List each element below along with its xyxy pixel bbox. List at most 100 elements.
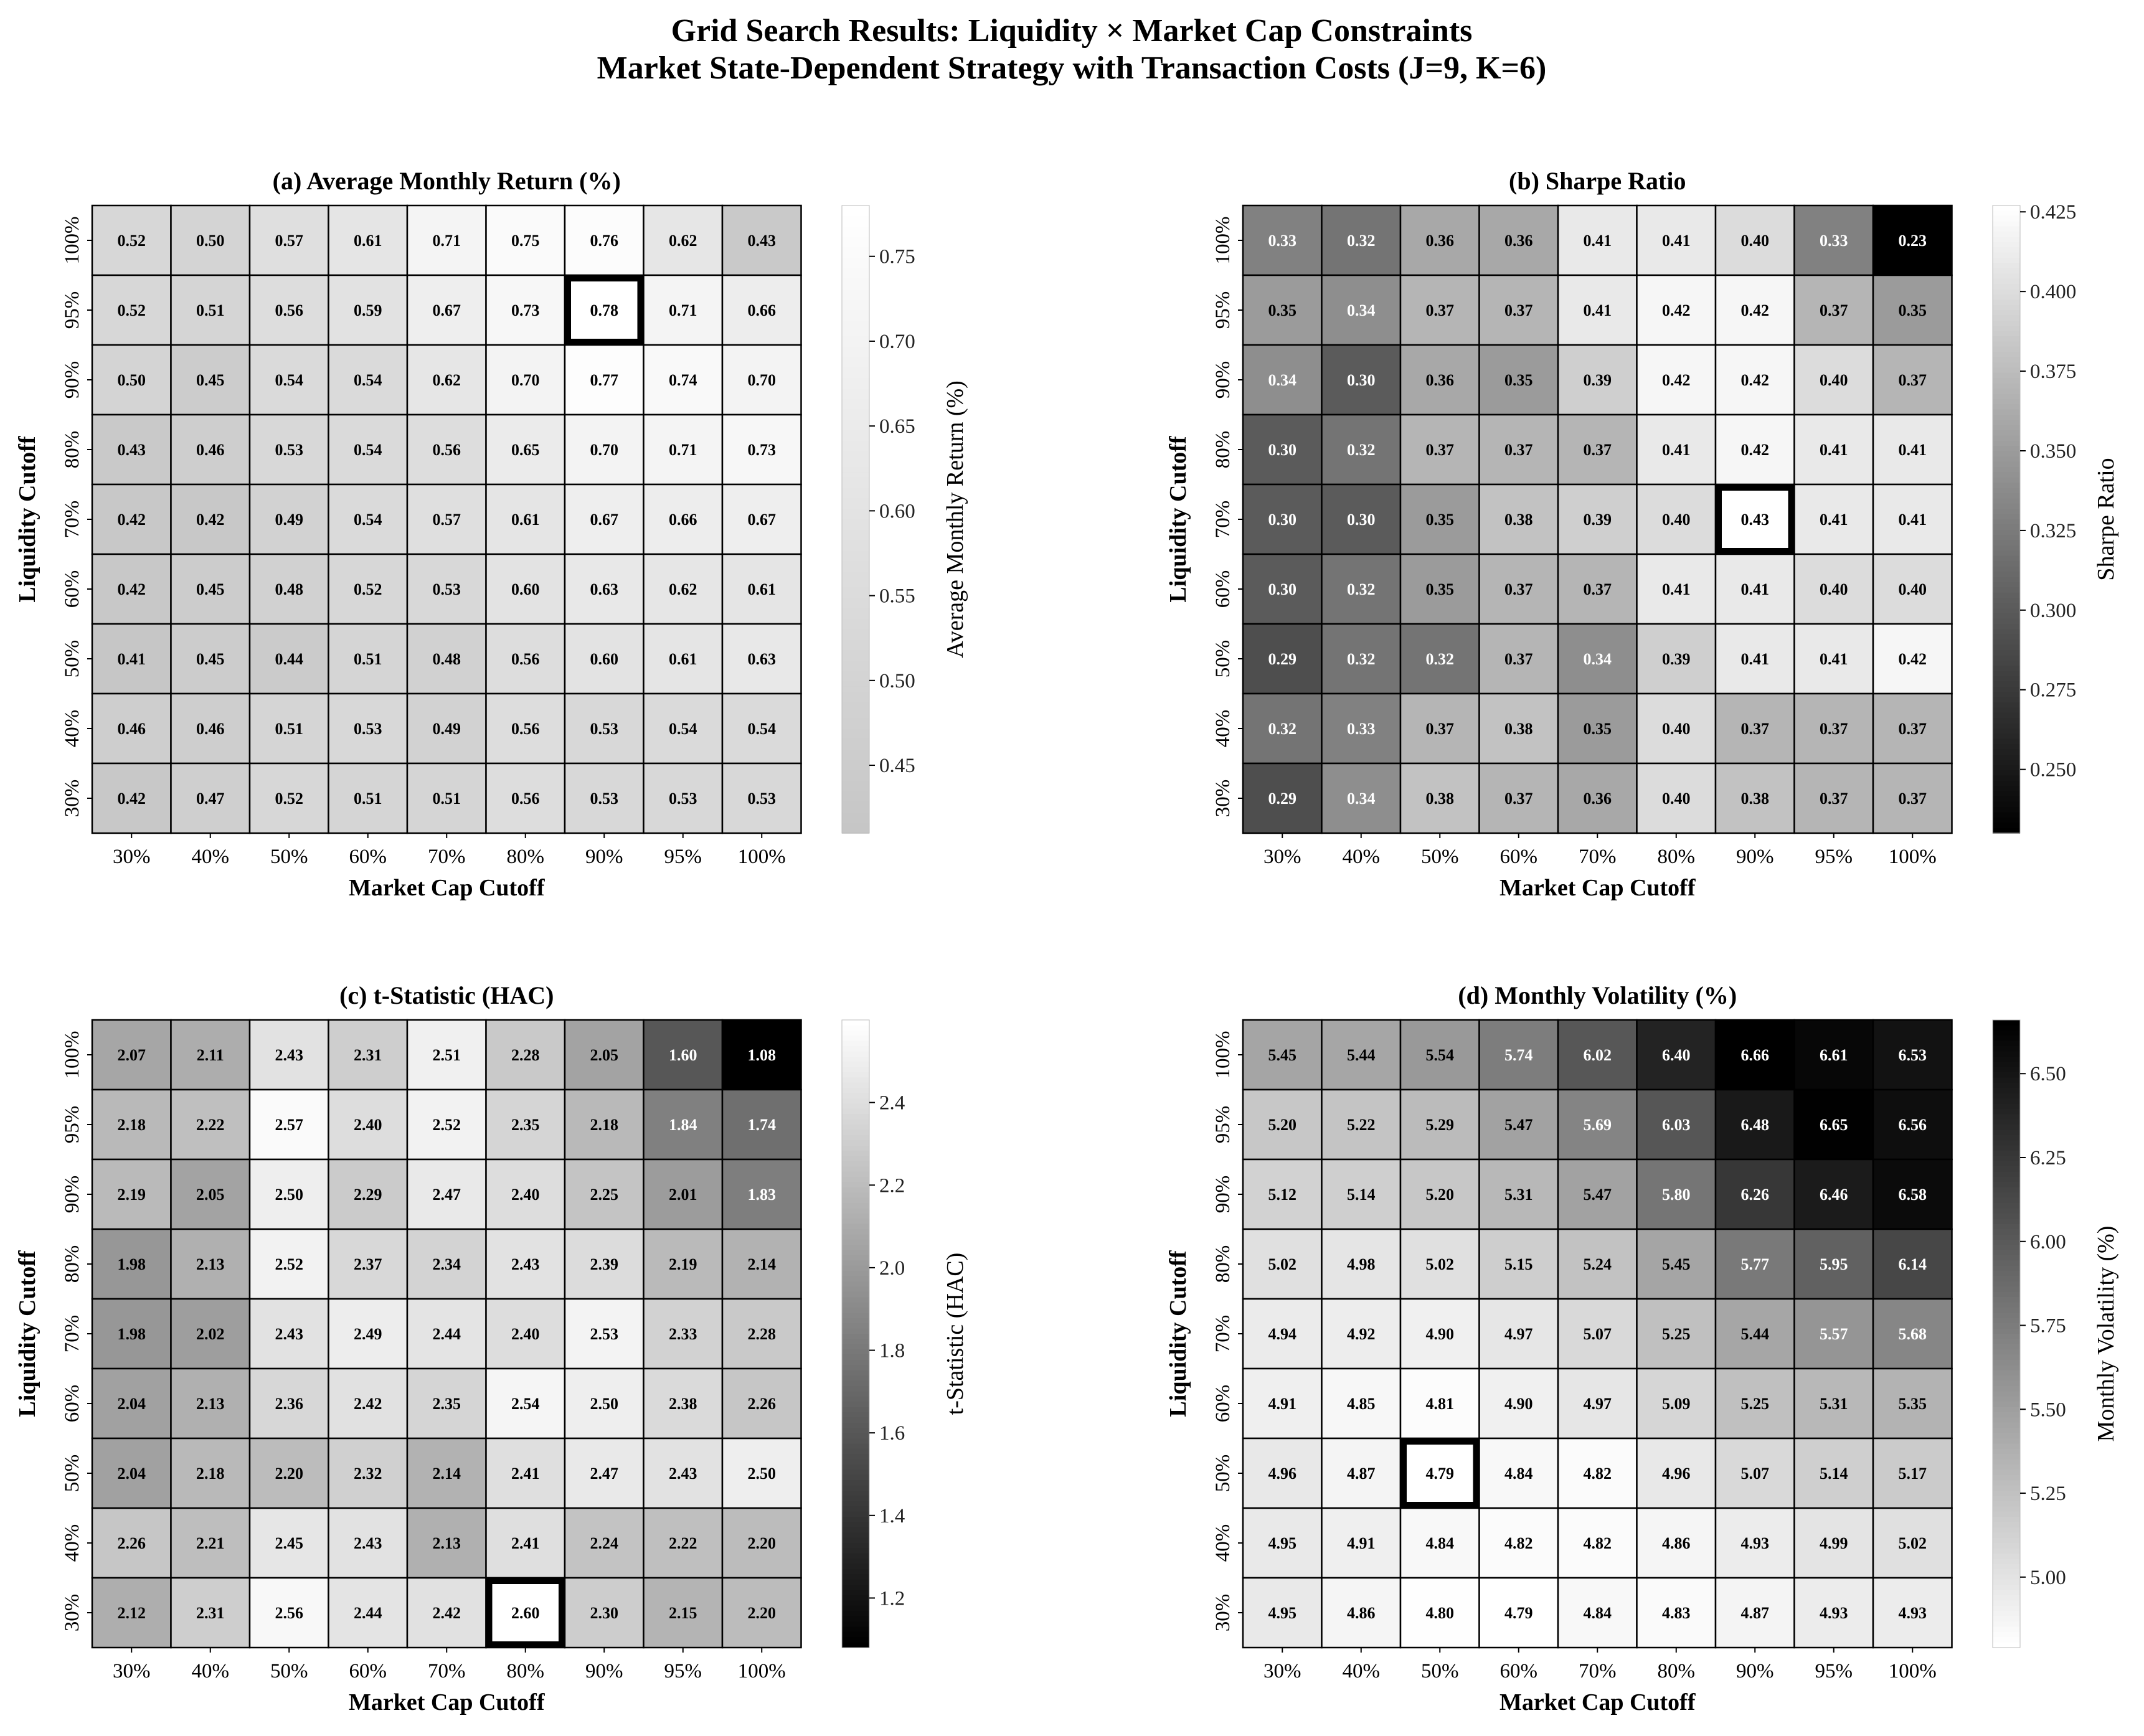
colorbar-segment <box>842 655 869 661</box>
y-tick-label: 50% <box>61 640 83 678</box>
colorbar-segment <box>1993 1082 2020 1088</box>
colorbar-segment <box>1993 1595 2020 1602</box>
cell-value-label: 0.40 <box>1820 580 1848 598</box>
colorbar-segment <box>1993 760 2020 766</box>
cell-value-label: 0.34 <box>1268 371 1297 389</box>
colorbar-segment <box>1993 712 2020 719</box>
heatmap-cell <box>1242 762 1323 834</box>
y-tick-label: 100% <box>61 217 83 265</box>
heatmap-cell <box>485 1158 566 1230</box>
heatmap-cell <box>1793 1437 1874 1509</box>
colorbar-segment <box>1993 1334 2020 1340</box>
cell-value-label: 0.67 <box>748 511 777 529</box>
cell-value-label: 2.04 <box>118 1465 146 1483</box>
cell-value-label: 0.30 <box>1347 511 1376 529</box>
cell-value-label: 2.45 <box>275 1534 304 1552</box>
cell-value-label: 5.20 <box>1426 1186 1455 1204</box>
cell-value-label: 5.31 <box>1504 1186 1533 1204</box>
colorbar-tick-label: 0.50 <box>879 670 915 692</box>
heatmap-cell <box>406 1088 487 1161</box>
cell-value-label: 4.79 <box>1504 1604 1533 1622</box>
colorbar-segment <box>1993 1537 2020 1544</box>
colorbar-segment <box>1993 472 2020 478</box>
x-tick-label: 80% <box>1658 1660 1696 1682</box>
colorbar-label: Average Monthly Return (%) <box>942 380 968 658</box>
colorbar-segment <box>842 671 869 677</box>
colorbar-segment <box>1993 618 2020 625</box>
colorbar-segment <box>1993 1422 2020 1428</box>
colorbar-segment <box>1993 221 2020 227</box>
colorbar-segment <box>842 1276 869 1282</box>
x-tick-label: 95% <box>664 846 702 868</box>
heatmap-cell <box>1793 623 1874 695</box>
colorbar-frame <box>841 1019 870 1648</box>
heatmap-cell <box>248 553 329 625</box>
colorbar-segment <box>1993 1443 2020 1450</box>
colorbar-segment <box>842 823 869 829</box>
cell-value-label: 0.71 <box>669 301 697 319</box>
colorbar-segment <box>1993 1171 2020 1177</box>
colorbar-segment <box>842 1433 869 1439</box>
heatmap-cell <box>564 1088 645 1161</box>
cell-value-label: 5.31 <box>1820 1395 1848 1413</box>
y-tick-label: 60% <box>1212 570 1234 608</box>
colorbar-segment <box>842 796 869 803</box>
cell-value-label: 2.41 <box>511 1534 540 1552</box>
colorbar-segment <box>1993 1328 2020 1334</box>
colorbar-segment <box>1993 420 2020 426</box>
heatmap-cell <box>1714 274 1795 346</box>
colorbar-segment <box>842 1391 869 1397</box>
heatmap-cell <box>1399 1298 1480 1370</box>
colorbar-segment <box>842 1506 869 1512</box>
colorbar-segment <box>842 1313 869 1319</box>
heatmap-cell <box>1636 1507 1717 1579</box>
cell-value-label: 2.43 <box>275 1325 304 1343</box>
cell-value-label: 2.28 <box>748 1325 777 1343</box>
cell-value-label: 0.77 <box>590 371 619 389</box>
colorbar-segment <box>842 765 869 771</box>
cell-value-label: 0.37 <box>1899 720 1927 738</box>
cell-value-label: 0.73 <box>511 301 540 319</box>
colorbar-segment <box>1993 1402 2020 1408</box>
colorbar-segment <box>1993 577 2020 583</box>
heatmap-cell <box>91 1437 172 1509</box>
colorbar-segment <box>842 660 869 666</box>
colorbar-tick-label: 5.75 <box>2030 1315 2066 1337</box>
colorbar-segment <box>842 1197 869 1204</box>
cell-value-label: 0.39 <box>1584 511 1612 529</box>
x-tick-label: 95% <box>1815 846 1853 868</box>
colorbar-segment <box>1993 817 2020 823</box>
cell-value-label: 0.50 <box>196 232 225 250</box>
cell-value-label: 4.98 <box>1347 1255 1376 1273</box>
colorbar-segment <box>1993 488 2020 494</box>
colorbar-segment <box>1993 1642 2020 1648</box>
colorbar-segment <box>1993 237 2020 243</box>
colorbar-segment <box>1993 477 2020 483</box>
colorbar-segment <box>1993 1161 2020 1167</box>
cell-value-label: 0.29 <box>1268 790 1297 808</box>
colorbar-segment <box>1993 697 2020 703</box>
colorbar-tick-label: 2.2 <box>879 1174 905 1197</box>
x-tick-label: 95% <box>1815 1660 1853 1682</box>
colorbar-segment <box>1993 409 2020 415</box>
cell-value-label: 2.42 <box>354 1395 382 1413</box>
cell-value-label: 1.98 <box>118 1255 146 1273</box>
cell-value-label: 4.86 <box>1347 1604 1376 1622</box>
cell-value-label: 0.42 <box>1741 301 1770 319</box>
colorbar-label: Monthly Volatility (%) <box>2093 1226 2119 1442</box>
cell-value-label: 0.54 <box>354 441 382 459</box>
heatmap-cell <box>1321 274 1402 346</box>
colorbar-segment <box>842 1443 869 1450</box>
cell-value-label: 0.41 <box>1662 232 1691 250</box>
cell-value-label: 6.26 <box>1741 1186 1770 1204</box>
colorbar-segment <box>842 535 869 541</box>
colorbar-segment <box>842 1177 869 1183</box>
colorbar-segment <box>842 300 869 306</box>
heatmap-cell <box>91 692 172 765</box>
cell-value-label: 5.45 <box>1662 1255 1691 1273</box>
heatmap-cell <box>170 623 251 695</box>
colorbar-segment <box>1993 535 2020 541</box>
heatmap-cell <box>1242 1437 1323 1509</box>
cell-value-label: 2.35 <box>433 1395 461 1413</box>
heatmap-cell <box>1557 623 1638 695</box>
